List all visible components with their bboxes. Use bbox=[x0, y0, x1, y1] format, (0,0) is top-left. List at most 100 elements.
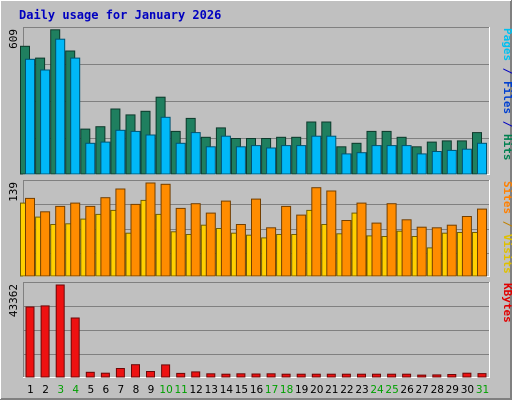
legend-label-part: Hits bbox=[501, 134, 512, 161]
bar-files-day-4 bbox=[70, 57, 81, 175]
x-tick-label-20: 20 bbox=[310, 384, 323, 396]
x-tick-label-26: 26 bbox=[400, 384, 414, 396]
bar-kbytes-day-10 bbox=[161, 364, 171, 378]
legend-label-part: Files bbox=[501, 81, 512, 114]
bar-files-day-27 bbox=[416, 153, 427, 175]
bar-kbytes-day-3 bbox=[55, 284, 65, 378]
x-tick-label-23: 23 bbox=[355, 384, 368, 396]
bar-files-day-26 bbox=[401, 145, 412, 175]
series-legend-label: Pages / Files / Hits bbox=[501, 28, 512, 161]
x-tick-label-3: 3 bbox=[57, 384, 64, 396]
bar-sites-day-16 bbox=[251, 198, 261, 277]
x-tick-label-25: 25 bbox=[385, 384, 398, 396]
bar-files-day-6 bbox=[100, 141, 111, 175]
y-axis-max-label: 609 bbox=[7, 29, 20, 49]
bar-kbytes-day-12 bbox=[191, 371, 201, 378]
x-tick-label-18: 18 bbox=[280, 384, 293, 396]
bar-kbytes-day-5 bbox=[85, 371, 95, 378]
x-tick-label-9: 9 bbox=[148, 384, 155, 396]
bar-kbytes-day-17 bbox=[266, 373, 276, 378]
bar-files-day-11 bbox=[175, 142, 186, 175]
x-tick-label-7: 7 bbox=[118, 384, 125, 396]
bar-sites-day-10 bbox=[160, 183, 171, 277]
bar-sites-day-6 bbox=[100, 197, 111, 277]
x-tick-label-28: 28 bbox=[431, 384, 444, 396]
bar-sites-day-17 bbox=[266, 227, 277, 277]
x-tick-label-11: 11 bbox=[175, 384, 188, 396]
x-tick-label-5: 5 bbox=[87, 384, 94, 396]
x-tick-label-27: 27 bbox=[416, 384, 429, 396]
x-tick-label-17: 17 bbox=[265, 384, 278, 396]
bar-kbytes-day-31 bbox=[477, 373, 487, 378]
bar-files-day-3 bbox=[55, 38, 66, 175]
bar-files-day-12 bbox=[190, 132, 201, 175]
x-tick-label-2: 2 bbox=[42, 384, 49, 396]
bar-kbytes-day-1 bbox=[25, 306, 35, 378]
bar-kbytes-day-20 bbox=[311, 373, 321, 378]
bar-sites-day-18 bbox=[281, 205, 292, 277]
bar-files-day-9 bbox=[145, 134, 156, 175]
x-tick-label-4: 4 bbox=[72, 384, 79, 396]
bar-kbytes-day-25 bbox=[387, 373, 397, 378]
legend-label-part: / bbox=[501, 114, 512, 134]
x-tick-label-12: 12 bbox=[190, 384, 203, 396]
bar-kbytes-day-15 bbox=[236, 373, 246, 378]
bar-files-day-1 bbox=[25, 58, 35, 175]
bar-kbytes-day-18 bbox=[281, 373, 291, 378]
x-tick-label-21: 21 bbox=[325, 384, 338, 396]
series-legend-label: KBytes bbox=[501, 283, 512, 323]
x-tick-label-15: 15 bbox=[235, 384, 248, 396]
bar-sites-day-7 bbox=[115, 188, 126, 277]
x-tick-label-6: 6 bbox=[103, 384, 110, 396]
bar-kbytes-day-13 bbox=[206, 373, 216, 378]
bar-sites-day-30 bbox=[461, 216, 472, 277]
x-tick-label-31: 31 bbox=[476, 384, 489, 396]
bar-sites-day-3 bbox=[55, 205, 66, 277]
bar-files-day-25 bbox=[386, 145, 397, 175]
bar-files-day-30 bbox=[461, 148, 472, 175]
bar-files-day-22 bbox=[341, 153, 352, 175]
bar-sites-day-14 bbox=[220, 200, 231, 277]
bar-kbytes-day-22 bbox=[341, 373, 351, 378]
x-tick-label-8: 8 bbox=[133, 384, 140, 396]
panel-visits-sites: 139 Sites / Visits bbox=[7, 180, 512, 277]
bar-sites-day-31 bbox=[477, 208, 487, 277]
bar-kbytes-day-19 bbox=[296, 373, 306, 378]
bar-kbytes-day-29 bbox=[447, 374, 457, 378]
bar-sites-day-8 bbox=[130, 203, 141, 277]
bar-sites-day-26 bbox=[401, 219, 412, 277]
bar-files-day-18 bbox=[281, 145, 292, 175]
panel-hits-files-pages: 609 Pages / Files / Hits bbox=[7, 27, 512, 175]
bar-kbytes-day-21 bbox=[326, 373, 336, 378]
y-axis-max-label: 43362 bbox=[7, 284, 20, 317]
x-tick-label-24: 24 bbox=[370, 384, 384, 396]
bar-sites-day-20 bbox=[311, 187, 322, 277]
bar-sites-day-2 bbox=[40, 211, 51, 277]
bar-sites-day-13 bbox=[205, 212, 216, 277]
x-tick-label-16: 16 bbox=[250, 384, 264, 396]
bar-kbytes-day-28 bbox=[432, 374, 442, 378]
bar-sites-day-12 bbox=[190, 203, 201, 277]
bar-kbytes-day-8 bbox=[131, 364, 140, 378]
y-axis-max-label: 139 bbox=[7, 182, 20, 202]
bar-kbytes-day-6 bbox=[100, 372, 110, 378]
chart-panels: 609 Pages / Files / Hits 139 Sites / Visits… bbox=[7, 27, 512, 378]
bar-kbytes-day-9 bbox=[146, 371, 155, 378]
bar-sites-day-24 bbox=[371, 222, 382, 277]
bar-sites-day-23 bbox=[356, 202, 367, 277]
x-tick-label-14: 14 bbox=[220, 384, 234, 396]
bar-files-day-16 bbox=[251, 145, 261, 175]
bar-files-day-31 bbox=[477, 142, 487, 175]
legend-label-part: Visits bbox=[501, 234, 512, 274]
bar-kbytes-day-23 bbox=[357, 373, 366, 378]
legend-label-part: Pages bbox=[501, 28, 512, 61]
bar-sites-day-1 bbox=[25, 197, 35, 277]
bar-files-day-13 bbox=[205, 146, 216, 175]
bar-sites-day-15 bbox=[235, 224, 246, 277]
bar-kbytes-day-16 bbox=[251, 373, 261, 378]
x-tick-label-13: 13 bbox=[205, 384, 218, 396]
x-tick-label-1: 1 bbox=[27, 384, 34, 396]
bar-sites-day-22 bbox=[341, 220, 352, 277]
legend-label-part: Sites bbox=[501, 181, 512, 214]
